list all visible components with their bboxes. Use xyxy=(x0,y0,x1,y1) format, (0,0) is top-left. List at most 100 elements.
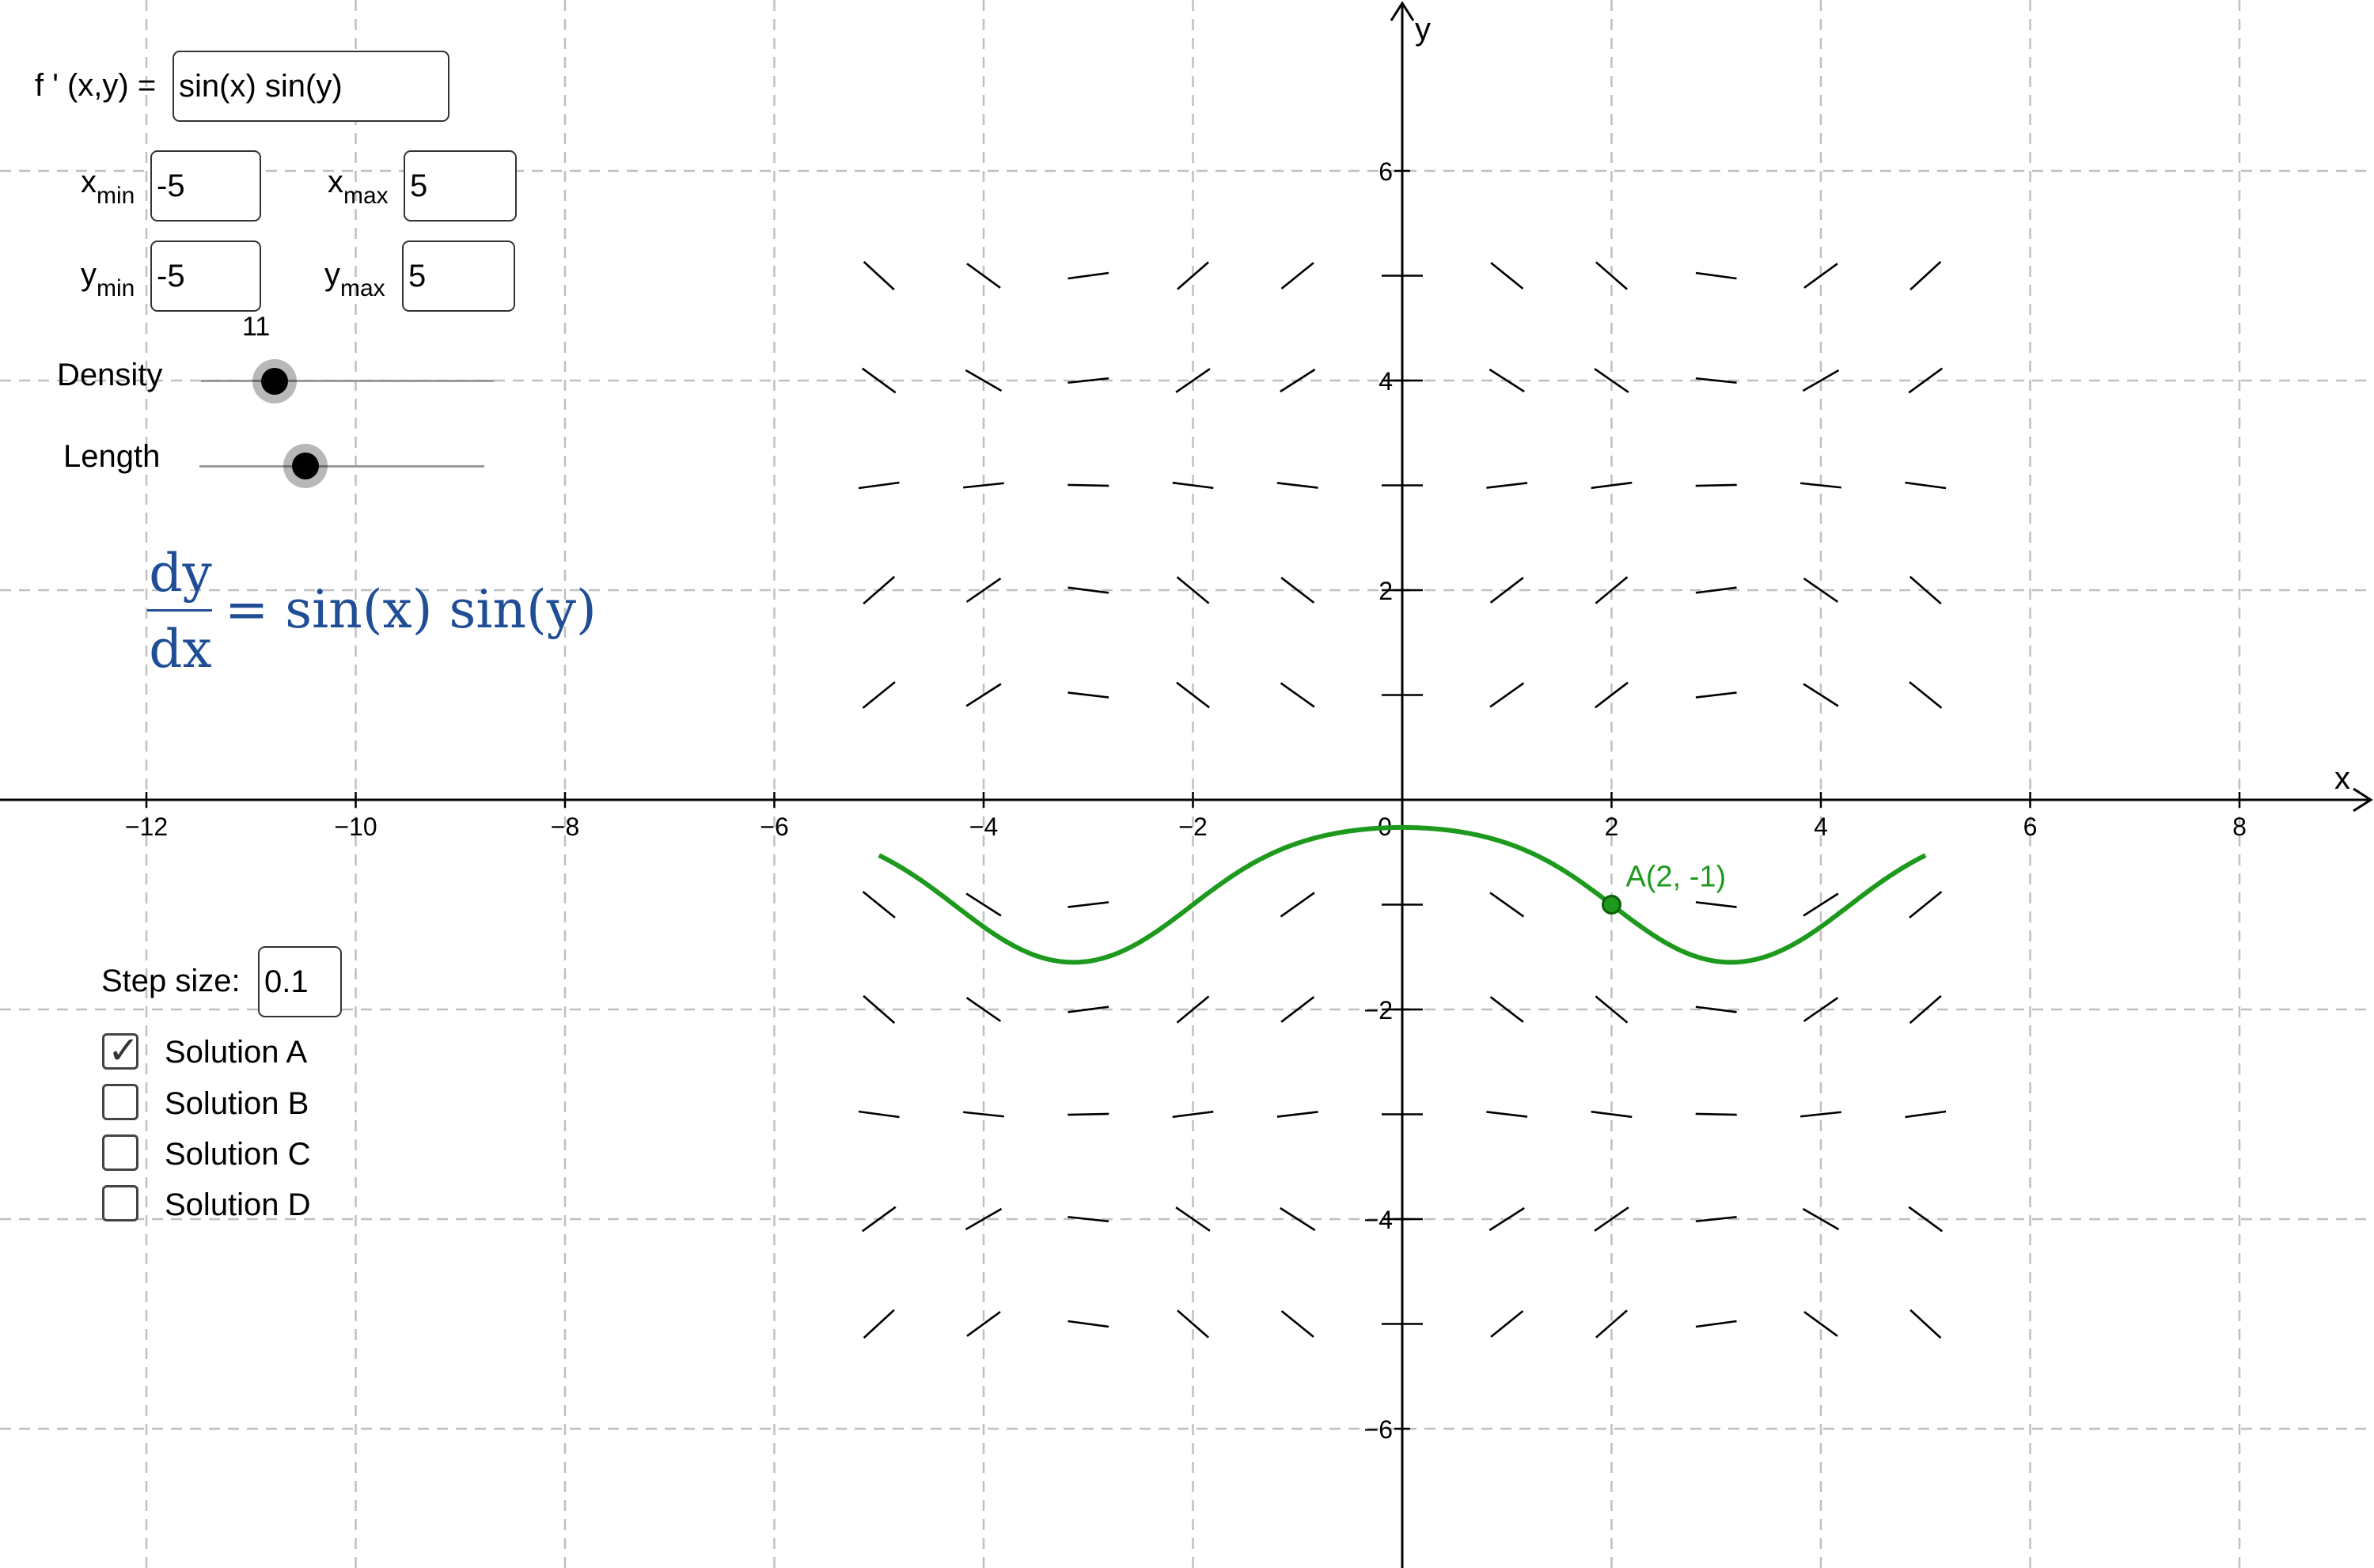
ymin-input[interactable]: -5 xyxy=(150,241,261,312)
slope-segment xyxy=(1176,995,1210,1024)
y-tick-label: −6 xyxy=(1364,1415,1393,1444)
slope-segment xyxy=(1280,682,1315,708)
xmin-label: xmin xyxy=(81,165,135,209)
equation-numerator: dy xyxy=(149,543,212,604)
solution-b-label[interactable]: Solution B xyxy=(165,1086,309,1121)
slope-segment xyxy=(861,367,897,394)
slope-segment xyxy=(1280,577,1315,604)
ymin-value: -5 xyxy=(157,259,185,294)
solution-c-checkbox[interactable] xyxy=(102,1134,138,1171)
solution-d-label[interactable]: Solution D xyxy=(165,1187,311,1222)
slope-segment xyxy=(1175,368,1211,393)
slope-segment xyxy=(1172,1110,1214,1119)
slope-segment xyxy=(1803,892,1839,917)
slope-segment xyxy=(1489,996,1524,1023)
equation-denominator: dx xyxy=(149,619,212,680)
slope-segment xyxy=(965,683,1002,707)
x-tick-label: −4 xyxy=(969,812,998,841)
solution-a-checkbox[interactable]: ✓ xyxy=(102,1030,139,1072)
slope-segment xyxy=(1068,586,1109,594)
slope-segment xyxy=(1068,1006,1109,1013)
slope-segment xyxy=(1276,1111,1318,1118)
solution-c-label[interactable]: Solution C xyxy=(165,1137,311,1172)
equation-fraction-bar xyxy=(147,609,212,612)
slope-segment xyxy=(1595,681,1629,709)
slope-segment xyxy=(1068,1112,1109,1116)
ymax-input[interactable]: 5 xyxy=(402,241,515,312)
slope-segment xyxy=(1695,1112,1737,1116)
slope-segment xyxy=(1802,1207,1840,1231)
slope-segment xyxy=(1800,482,1841,489)
slope-segment xyxy=(1909,1309,1942,1339)
xmin-value: -5 xyxy=(157,169,185,203)
step-size-label: Step size: xyxy=(101,964,241,998)
slope-segment xyxy=(1909,260,1942,291)
slope-segment xyxy=(1068,271,1109,280)
step-size-input[interactable]: 0.1 xyxy=(258,946,342,1017)
slope-segment xyxy=(1802,369,1840,392)
slope-segment xyxy=(963,482,1004,489)
slope-segment xyxy=(1595,1309,1628,1339)
slope-segment xyxy=(1486,482,1528,489)
y-axis-arrow-icon xyxy=(1390,1,1415,21)
density-label: Density xyxy=(57,358,163,392)
density-slider-track[interactable] xyxy=(201,380,494,382)
x-tick-label: −12 xyxy=(125,812,168,841)
slope-segment xyxy=(1803,997,1839,1022)
slope-segment xyxy=(863,575,896,605)
slope-segment xyxy=(1909,681,1943,709)
slope-segment xyxy=(1068,483,1109,487)
slope-segment xyxy=(1905,1110,1947,1119)
density-value: 11 xyxy=(242,312,271,342)
slope-segment xyxy=(1488,368,1525,393)
slope-segment xyxy=(1909,575,1942,605)
ymin-label: ymin xyxy=(81,257,135,301)
solution-b-checkbox[interactable] xyxy=(102,1084,138,1120)
derivative-label: f ' (x,y) = xyxy=(35,68,157,103)
point-a[interactable] xyxy=(1602,895,1621,915)
density-slider-handle[interactable] xyxy=(252,359,297,403)
slope-segment xyxy=(1595,995,1629,1024)
slope-segment xyxy=(1280,1206,1316,1232)
slope-segment xyxy=(858,1110,900,1119)
y-tick-label: −2 xyxy=(1364,996,1393,1025)
slope-segment xyxy=(1695,691,1737,699)
slope-segment xyxy=(1695,483,1737,487)
slope-segment xyxy=(1908,367,1944,394)
slope-segment xyxy=(1591,1110,1633,1119)
xmax-input[interactable]: 5 xyxy=(404,150,517,222)
slope-segment xyxy=(1176,681,1210,709)
slope-segment xyxy=(1280,262,1314,290)
x-tick-label: −6 xyxy=(760,812,788,841)
x-tick-label: 8 xyxy=(2232,812,2247,841)
x-tick-label: −2 xyxy=(1178,812,1207,841)
solution-curve-group: A(2, -1) xyxy=(878,824,1927,965)
slope-segment xyxy=(965,997,1002,1022)
slope-segment xyxy=(1591,481,1633,490)
slope-segment xyxy=(1175,1206,1211,1232)
slope-segment xyxy=(863,1309,895,1339)
xmin-input[interactable]: -5 xyxy=(150,150,261,222)
slope-segment xyxy=(1068,691,1109,699)
slope-segment xyxy=(1280,996,1315,1023)
slope-segment xyxy=(1488,1206,1525,1232)
slope-segment xyxy=(1909,891,1943,918)
slope-segment xyxy=(1489,577,1524,604)
slope-segment xyxy=(1068,901,1109,908)
derivative-input[interactable]: sin(x) sin(y) xyxy=(173,51,449,122)
equation-rhs: = sin(x) sin(y) xyxy=(225,579,597,640)
ymax-value: 5 xyxy=(408,259,427,294)
slope-segment xyxy=(862,891,896,918)
solution-d-checkbox[interactable] xyxy=(102,1185,138,1221)
slope-segment xyxy=(1176,576,1210,604)
x-tick-label: 6 xyxy=(2023,812,2038,841)
solution-a-label[interactable]: Solution A xyxy=(165,1035,308,1070)
slope-segment xyxy=(1280,368,1316,393)
derivative-input-value: sin(x) sin(y) xyxy=(179,69,343,104)
slope-segment xyxy=(1695,271,1737,280)
length-slider-handle[interactable] xyxy=(283,444,328,488)
length-slider-track[interactable] xyxy=(199,465,484,468)
slope-segment xyxy=(1486,1111,1528,1118)
x-tick-label: 4 xyxy=(1814,812,1828,841)
